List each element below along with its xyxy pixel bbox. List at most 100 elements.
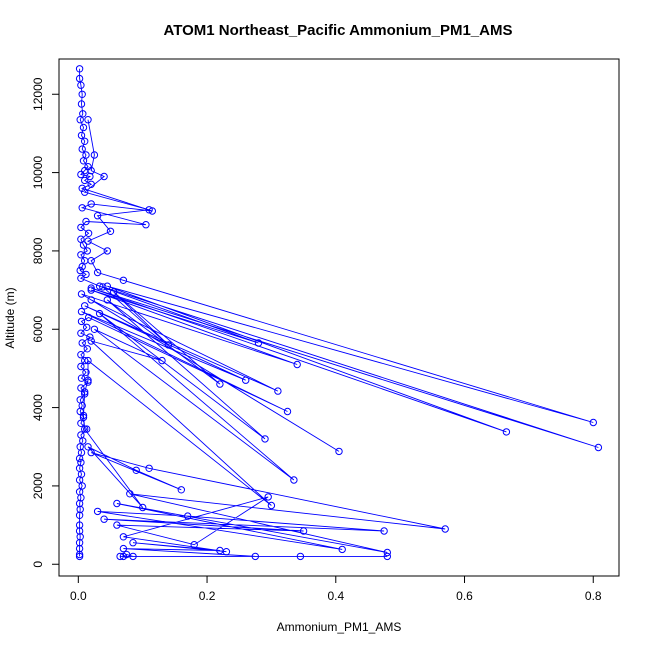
data-point [589,418,597,427]
data-point [81,137,89,146]
data-point [267,501,276,510]
data-point [283,407,292,416]
data-point [84,237,92,245]
data-point [75,539,84,547]
data-point [81,176,89,185]
data-point [78,145,86,153]
data-point [129,539,137,547]
data-point [76,266,84,275]
data-point [383,552,391,561]
data-point [79,413,88,422]
y-axis: 0 2000 4000 6000 8000 10000 12000 [31,77,60,568]
data-point [254,339,263,347]
data-point [87,257,95,265]
data-point [83,247,92,255]
data-point [441,525,449,533]
data-point [177,486,186,494]
data-point [79,437,87,445]
data-point [87,337,95,345]
data-point [299,527,308,535]
data-point [78,262,86,271]
data-point [119,276,128,284]
series-points [75,65,603,561]
data-point [75,552,84,561]
data-point [99,283,107,291]
data-point [84,116,92,124]
data-point [100,172,108,181]
data-point [87,200,95,208]
data-point [84,356,92,365]
data-point [87,180,95,189]
data-point [83,323,91,331]
data-point [87,286,95,294]
data-point [79,241,88,249]
data-point [75,65,84,73]
data-point [77,317,86,326]
data-point [77,351,85,359]
data-point [87,296,95,304]
data-point [81,390,89,398]
data-point [78,90,86,99]
y-tick-label: 12000 [31,77,45,111]
data-point [77,81,85,89]
x-tick-label: 0.8 [585,589,602,603]
data-point [90,151,99,159]
y-tick-label: 8000 [31,237,45,264]
data-point [164,341,173,349]
data-point [81,356,89,365]
data-point [119,544,128,553]
data-point [113,521,121,529]
data-point [77,274,85,282]
data-point [106,227,115,236]
data-point [79,123,88,132]
data-point [338,545,346,554]
data-point [76,116,84,124]
data-point [113,499,121,508]
data-point [293,360,301,369]
data-point [126,490,134,498]
data-point [274,387,282,395]
x-tick-label: 0.4 [327,589,344,603]
data-point [190,541,198,549]
data-point [103,247,112,255]
y-tick-label: 2000 [31,472,45,499]
data-point [184,512,192,520]
data-point [82,217,90,226]
data-point [77,131,86,140]
data-point [84,376,92,384]
data-point [86,333,94,341]
data-point [77,384,85,392]
data-point [290,476,298,484]
data-point [82,368,90,376]
data-point [83,425,91,433]
data-point [132,466,140,474]
data-point [77,329,85,337]
data-point [264,493,272,501]
data-point [103,296,112,304]
y-tick-label: 6000 [31,316,45,343]
data-point [78,184,86,193]
data-point [77,251,85,259]
chart-title: ATOM1 Northeast_Pacific Ammonium_PM1_AMS [164,22,513,39]
data-point [87,448,95,457]
data-point [81,188,89,196]
data-point [296,552,305,561]
data-point [75,476,84,484]
data-point [79,110,87,118]
data-point [75,550,84,559]
x-axis-label: Ammonium_PM1_AMS [277,620,402,634]
data-point [145,464,153,472]
data-point [502,428,511,436]
data-point [77,170,85,179]
data-point [129,552,137,561]
data-point [79,411,88,420]
data-point [383,548,391,557]
data-point [75,454,84,463]
data-point [158,356,166,365]
data-point [242,376,250,384]
data-point [81,302,89,310]
data-point [87,166,95,175]
data-point [84,378,92,386]
data-point [81,425,89,433]
